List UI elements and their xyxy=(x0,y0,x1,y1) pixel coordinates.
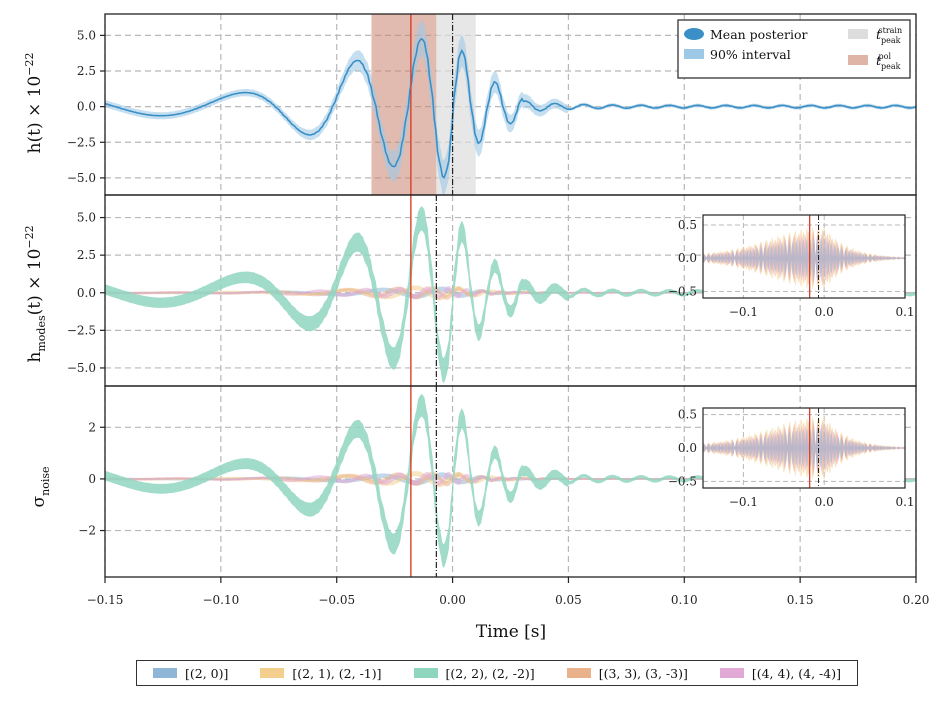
inset-x-tick-label: −0.1 xyxy=(729,495,758,509)
y-tick-label: −5.0 xyxy=(67,171,96,185)
x-tick-label: −0.10 xyxy=(202,593,239,607)
inset-frame xyxy=(702,214,906,299)
x-tick-label: 0.20 xyxy=(903,593,930,607)
mode-band xyxy=(105,286,916,300)
strain-ylabel: h(t) × 10−22 xyxy=(23,53,45,154)
inset-y-tick-label: −0.5 xyxy=(668,284,697,298)
x-tick-label: 0.10 xyxy=(671,593,698,607)
y-tick-label: 2.5 xyxy=(77,64,96,78)
y-tick-label: −2 xyxy=(78,524,96,538)
frame-layer: −5.0 −2.5 0.0 2.5 5.0 −5.0 −2.5 0.0 2.5 5.0 −0.1 0.… xyxy=(67,13,930,607)
inset-mode-band xyxy=(703,238,905,278)
mode-legend-label: [(4, 4), (4, -4)] xyxy=(751,665,841,681)
mean-legend-swatch xyxy=(684,28,704,40)
inset-frame xyxy=(702,407,906,489)
interval-legend-label: 90% interval xyxy=(710,47,791,62)
inset-x-tick-label: 0.1 xyxy=(895,305,914,319)
inset-y-tick-label: 0.5 xyxy=(678,408,697,422)
mode-legend-item: [(2, 0)] xyxy=(153,666,228,681)
x-tick-label: 0.15 xyxy=(787,593,814,607)
inset-x-tick-label: 0.0 xyxy=(815,495,834,509)
mode-legend-swatch xyxy=(566,668,591,678)
mode-legend-label: [(2, 1), (2, -1)] xyxy=(292,665,382,681)
y-tick-label: −2.5 xyxy=(67,135,96,149)
inset-x-tick-label: −0.1 xyxy=(729,305,758,319)
mode-legend-label: [(2, 2), (2, -2)] xyxy=(445,665,535,681)
mode-legend-swatch xyxy=(719,668,744,678)
panel-frame xyxy=(104,385,917,578)
mode-legend-item: [(4, 4), (4, -4)] xyxy=(719,665,841,681)
mode-legend-swatch xyxy=(413,668,438,678)
inset-y-tick-label: −0.5 xyxy=(668,474,697,488)
inset-y-tick-label: 0.0 xyxy=(678,441,697,455)
inset-y-tick-label: 0.5 xyxy=(678,218,697,232)
y-tick-label: 0.0 xyxy=(77,100,96,114)
inset-x-tick-label: 0.1 xyxy=(895,495,914,509)
mean-posterior-line xyxy=(104,37,917,179)
x-tick-label: 0.05 xyxy=(555,593,582,607)
legend-frame xyxy=(677,19,911,79)
inset-mode-band xyxy=(703,428,905,468)
strain-legend: Mean posterior 90% interval tpeakstrain … xyxy=(677,19,911,79)
x-tick-label: 0.00 xyxy=(439,593,466,607)
y-tick-label: 5.0 xyxy=(77,211,96,225)
mode-legend-swatch xyxy=(260,668,285,678)
interval-legend-swatch xyxy=(684,49,704,59)
noise-ylabel: σnoise xyxy=(29,467,52,508)
x-tick-label: −0.15 xyxy=(87,593,124,607)
mean-legend-label: Mean posterior xyxy=(710,27,808,42)
y-tick-label: 5.0 xyxy=(77,28,96,42)
y-tick-label: 0.0 xyxy=(77,286,96,300)
mode-legend-label: [(3, 3), (3, -3)] xyxy=(598,665,688,681)
mode-band xyxy=(105,471,916,486)
pol-peak-legend-swatch xyxy=(848,55,868,65)
strain-peak-legend-swatch xyxy=(848,29,868,39)
x-axis-title: Time [s] xyxy=(476,622,546,642)
mode-legend: [(2, 0)] [(2, 1), (2, -1)] [(2, 2), (2, -2… xyxy=(136,660,858,686)
mode-legend-label: [(2, 0)] xyxy=(185,665,229,681)
y-tick-label: −2.5 xyxy=(67,323,96,337)
modes-ylabel: hmodes(t) × 10−22 xyxy=(23,225,48,362)
x-tick-label: −0.05 xyxy=(318,593,355,607)
y-tick-label: 0 xyxy=(88,472,96,486)
pol-peak-legend-label: tpeakpol xyxy=(876,52,901,71)
mode-legend-item: [(2, 2), (2, -2)] xyxy=(413,665,535,681)
strain-peak-legend-label: tpeakstrain xyxy=(876,26,902,45)
mode-legend-swatch xyxy=(153,668,177,678)
y-tick-label: 2.5 xyxy=(77,248,96,262)
y-tick-label: 2 xyxy=(88,420,96,434)
mode-legend-item: [(2, 1), (2, -1)] xyxy=(260,665,382,681)
data-layer xyxy=(104,14,917,577)
mode-legend-item: [(3, 3), (3, -3)] xyxy=(566,665,688,681)
inset-y-tick-label: 0.0 xyxy=(678,251,697,265)
y-tick-label: −5.0 xyxy=(67,361,96,375)
inset-x-tick-label: 0.0 xyxy=(815,305,834,319)
